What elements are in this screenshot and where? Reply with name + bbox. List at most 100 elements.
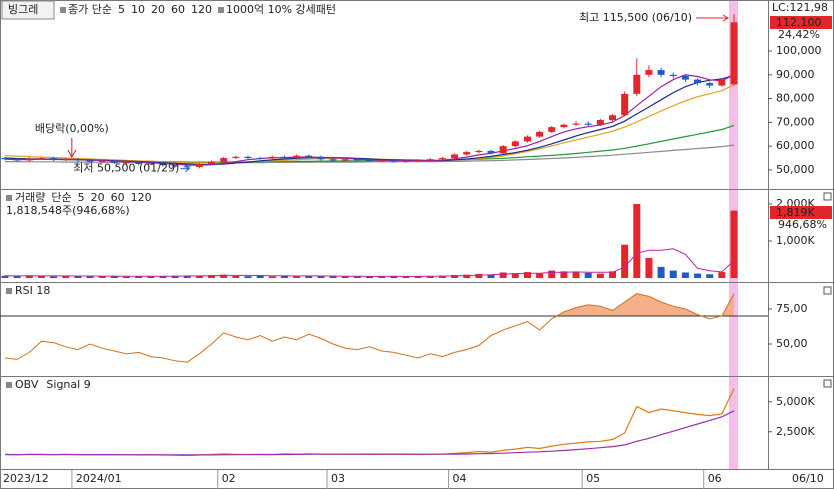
candle-body: [463, 152, 471, 155]
y-tick-label: 50,00: [776, 337, 808, 350]
legend-item: 60: [111, 191, 125, 204]
candle-body: [353, 159, 361, 161]
candle-body: [1, 158, 9, 160]
y-tick-label: 90,000: [776, 68, 815, 81]
candle-body: [256, 158, 264, 160]
candle-body: [390, 160, 398, 162]
candle-body: [123, 162, 130, 164]
legend-item: 20: [151, 3, 165, 16]
stock-name: 빙그레: [8, 3, 38, 16]
candle-body: [609, 115, 616, 120]
volume-bar: [62, 275, 70, 278]
volume-bar: [317, 276, 325, 278]
x-tick-label: 2024/01: [76, 472, 122, 485]
last-volume-box: [770, 206, 832, 219]
volume-bar: [633, 203, 641, 278]
volume-bar: [268, 276, 276, 278]
volume-bar: [584, 272, 592, 278]
candle-body: [171, 165, 179, 167]
volume-ma: [4, 248, 735, 277]
volume-bar: [596, 273, 604, 278]
legend-item: 거래량: [15, 191, 45, 204]
lc-label: LC:121,98: [772, 1, 828, 14]
last-volume: 1,819K: [776, 206, 815, 219]
obv-line: [4, 410, 735, 456]
volume-bar: [244, 276, 252, 278]
volume-bar: [293, 276, 301, 278]
legend-item: 1000억 10% 강세패턴: [226, 3, 336, 16]
legend-item: 120: [131, 191, 152, 204]
volume-bar: [669, 270, 677, 278]
legend-item: 종가 단순: [68, 3, 112, 16]
volume-bar: [13, 276, 21, 278]
candle-body: [317, 156, 325, 160]
volume-bar: [208, 275, 216, 278]
volume-bar: [147, 276, 155, 278]
candle-body: [305, 155, 313, 157]
candle-body: [341, 159, 349, 161]
volume-bar: [463, 274, 471, 278]
candle-body: [645, 70, 653, 75]
volume-bar: [414, 276, 422, 278]
candle-body: [511, 141, 519, 147]
volume-bar: [438, 275, 446, 278]
volume-bar: [390, 276, 398, 278]
y-tick-label: 50,000: [776, 163, 815, 176]
volume-bar: [657, 266, 665, 278]
candle-body: [402, 160, 410, 162]
volume-bar: [25, 275, 33, 278]
volume-bar: [256, 275, 264, 278]
volume-bar: [645, 258, 653, 278]
volume-bar: [718, 272, 726, 278]
candle-body: [50, 158, 58, 160]
candle-body: [572, 123, 580, 125]
panel-icon: [217, 7, 224, 13]
volume-bar: [159, 276, 167, 278]
candle-body: [621, 93, 629, 116]
volume-bar: [609, 271, 616, 278]
candle-body: [487, 150, 495, 154]
candle-body: [98, 160, 106, 162]
volume-bar: [730, 210, 738, 278]
cursor-date: 06/10: [792, 472, 824, 485]
high-annotation: 최고 115,500 (06/10): [579, 11, 692, 24]
volume-ratio: 946,68%: [778, 218, 827, 231]
volume-bar: [487, 274, 495, 278]
volume-bar: [499, 272, 507, 278]
volume-bar: [329, 276, 337, 278]
low-annotation: 최저 50,500 (01/29): [73, 162, 179, 175]
y-tick-label: 100,000: [776, 44, 822, 57]
candle-body: [548, 127, 556, 132]
close-icons: [823, 192, 832, 388]
panel-icon: [60, 7, 66, 13]
volume-bar: [135, 276, 143, 278]
panel-icon: [6, 195, 12, 201]
volume-bar: [341, 276, 349, 278]
candle-body: [596, 119, 604, 125]
change-rate: 24,42%: [778, 28, 820, 41]
stock-button[interactable]: [1, 0, 55, 20]
candle-body: [378, 160, 386, 162]
candle-body: [451, 154, 459, 159]
candle-body: [681, 76, 689, 80]
rsi-line: [4, 293, 735, 363]
candle-body: [414, 160, 422, 162]
candle-body: [669, 74, 677, 77]
volume-bar: [572, 272, 580, 278]
x-tick-label: 2023/12: [3, 472, 49, 485]
y-tick-label: 75,00: [776, 302, 808, 315]
candle-body: [74, 159, 82, 161]
candle-body: [208, 161, 216, 164]
legend-item: 5: [78, 191, 85, 204]
volume-bar: [74, 276, 82, 278]
legend-item: Signal 9: [46, 378, 90, 391]
dividend-arrow: [67, 138, 77, 159]
candle-body: [159, 163, 167, 166]
candle-body: [13, 159, 21, 161]
volume-bar: [523, 272, 531, 278]
volume-bar: [86, 276, 94, 278]
candle-body: [560, 124, 568, 128]
volume-bar: [451, 275, 459, 278]
volume-bar: [220, 274, 228, 278]
